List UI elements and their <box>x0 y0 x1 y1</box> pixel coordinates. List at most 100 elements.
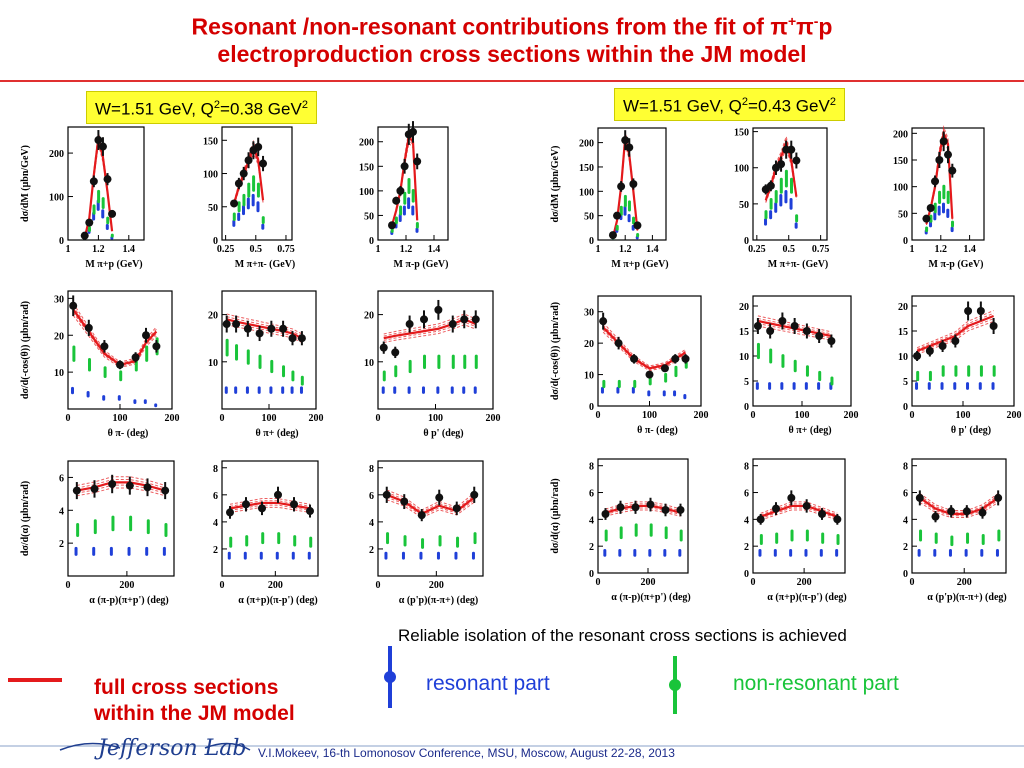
data-point <box>931 512 940 521</box>
right-kinematics-label: W=1.51 GeV, Q2=0.43 GeV2 <box>614 88 845 121</box>
y-tick-label: 4 <box>213 518 218 529</box>
plot-L-r1c2: 0 50 100 150 0.25 0.5 0.75 M π+π- (GeV) <box>203 126 295 270</box>
data-point <box>98 142 107 151</box>
data-point <box>470 490 479 499</box>
y-tick-label: 150 <box>893 156 908 167</box>
y-tick-label: 150 <box>359 162 374 173</box>
plot-L-r1c3: 0 50 100 150 200 1 1.2 1.4 M π-p (GeV) <box>359 121 449 270</box>
data-point <box>787 145 796 154</box>
y-tick-label: 4 <box>59 506 64 517</box>
data-point <box>274 490 282 499</box>
data-point <box>255 329 264 338</box>
plot-frame <box>377 460 484 577</box>
x-axis-label: α (π-p)(π+p') (deg) <box>89 595 168 606</box>
y-tick-label: 5 <box>744 377 749 388</box>
data-point <box>288 334 297 343</box>
full-fit-curve <box>760 503 838 516</box>
data-point <box>778 317 787 325</box>
y-axis-label: dσ/d(-cos(θ)) (μbn/rad) <box>20 301 31 399</box>
y-tick-label: 100 <box>734 164 749 175</box>
data-point <box>279 324 288 333</box>
y-axis-label: dσ/dM (μbn/GeV) <box>20 145 31 222</box>
full-fit-curve <box>226 316 303 337</box>
y-tick-label: 8 <box>213 464 218 475</box>
nonresonant-label: non-resonant part <box>733 672 899 695</box>
data-point <box>239 169 248 178</box>
data-point <box>400 497 409 506</box>
data-point <box>802 327 811 335</box>
x-axis-label: θ π- (deg) <box>637 425 678 436</box>
x-tick-label: 0.25 <box>217 244 235 255</box>
x-axis-label: θ π- (deg) <box>108 428 149 439</box>
x-axis-label: M π-p (GeV) <box>394 259 449 270</box>
data-point <box>409 127 417 136</box>
plot-L-r3c1: 2 4 6 0 200 α (π-p)(π+p') (deg) dσ/d(α) (μbn/r… <box>20 460 175 606</box>
plot-frame <box>597 295 702 407</box>
x-tick-label: 200 <box>429 580 444 591</box>
x-tick-label: 1.2 <box>92 244 105 255</box>
plot-frame <box>221 126 293 241</box>
data-point <box>790 322 799 330</box>
y-tick-label: 30 <box>54 294 64 305</box>
data-point <box>931 177 940 186</box>
y-tick-label: 20 <box>54 331 64 342</box>
data-point <box>382 490 391 499</box>
x-tick-label: 100 <box>262 413 277 424</box>
y-tick-label: 20 <box>739 302 749 313</box>
data-point <box>94 136 103 145</box>
y-tick-label: 2 <box>744 542 749 553</box>
x-tick-label: 100 <box>113 413 128 424</box>
x-tick-label: 100 <box>956 410 971 421</box>
data-point <box>259 159 268 168</box>
data-point <box>676 505 685 514</box>
x-axis-label: M π+p (GeV) <box>611 259 668 270</box>
plot-R-r1c1: 0 50 100 150 200 1 1.2 1.4 M π+p (GeV) dσ/dM (μbn… <box>550 127 669 270</box>
legend-graphics <box>8 646 681 714</box>
data-point <box>939 137 948 146</box>
full-fit-curve <box>383 313 476 335</box>
x-tick-label: 1.4 <box>123 244 136 255</box>
y-axis-label: dσ/d(α) (μbn/rad) <box>550 478 561 553</box>
x-axis-label: α (π-p)(π+p') (deg) <box>611 592 690 603</box>
data-point <box>625 143 634 152</box>
data-point <box>230 199 239 208</box>
plot-frame <box>911 127 985 241</box>
y-tick-label: 8 <box>744 462 749 473</box>
y-tick-label: 6 <box>213 491 218 502</box>
data-point <box>630 354 639 363</box>
data-point <box>815 332 824 340</box>
data-point <box>116 360 124 369</box>
y-tick-label: 0 <box>744 402 749 413</box>
data-point <box>621 136 630 145</box>
data-point <box>125 481 134 490</box>
y-tick-label: 8 <box>589 462 594 473</box>
full-label-line-2: within the JM model <box>94 702 295 725</box>
data-point <box>951 337 960 345</box>
plot-L-r2c1: 10 20 30 0 100 200 θ π- (deg) dσ/d(-cos(θ)) (μb… <box>20 290 180 439</box>
y-tick-label: 0 <box>903 402 908 413</box>
full-cross-section-label: full cross sections within the JM model <box>94 675 295 727</box>
plot-frame <box>752 127 828 241</box>
data-point <box>84 323 93 332</box>
full-fit-curve <box>386 489 475 511</box>
data-point <box>787 493 796 502</box>
x-tick-label: 200 <box>119 580 134 591</box>
data-point <box>392 196 401 205</box>
data-point <box>948 166 957 175</box>
data-point <box>994 493 1003 502</box>
data-point <box>989 322 998 330</box>
plot-R-r3c2: 0 2 4 6 8 0 200 α (π+p)(π-p') (deg) <box>744 458 847 603</box>
x-tick-label: 200 <box>268 580 283 591</box>
data-point <box>72 486 81 495</box>
y-tick-label: 6 <box>589 489 594 500</box>
data-point <box>222 320 231 329</box>
data-point <box>681 354 690 363</box>
data-point <box>601 509 610 518</box>
data-point <box>629 180 638 188</box>
data-point <box>100 342 109 351</box>
data-point <box>297 334 306 343</box>
full-fit-curve <box>919 496 999 516</box>
x-axis-label: θ π+ (deg) <box>255 428 298 439</box>
y-tick-label: 0 <box>744 236 749 247</box>
